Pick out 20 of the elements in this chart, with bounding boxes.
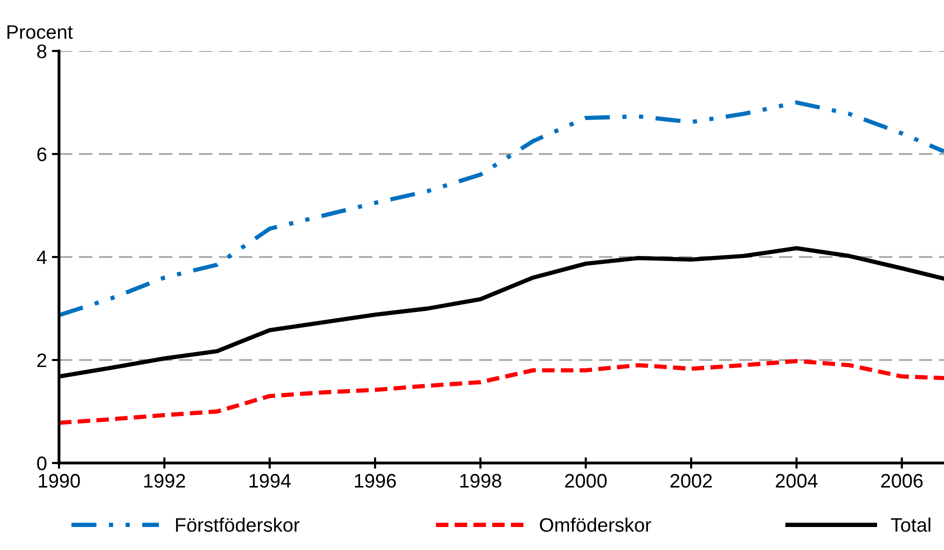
x-tick-label: 2002 bbox=[670, 474, 712, 488]
legend-label: Förstföderskor bbox=[176, 518, 300, 532]
legend-label: Total bbox=[890, 518, 930, 532]
y-axis-title: Procent bbox=[7, 25, 73, 39]
x-tick-label: 2006 bbox=[881, 474, 923, 488]
line-series bbox=[59, 358, 944, 425]
x-tick-label: 1996 bbox=[354, 474, 396, 488]
y-tick-label: 0 bbox=[37, 456, 46, 470]
y-tick-label: 2 bbox=[37, 353, 46, 368]
line-series bbox=[59, 100, 944, 318]
x-tick-label: 1994 bbox=[250, 474, 291, 488]
x-tick-label: 2004 bbox=[776, 474, 818, 488]
y-tick-label: 4 bbox=[36, 250, 47, 264]
x-tick-label: 1990 bbox=[38, 474, 80, 488]
y-tick-label: 6 bbox=[37, 147, 46, 162]
x-tick-label: 2000 bbox=[565, 474, 607, 488]
x-tick-label: 1992 bbox=[144, 474, 186, 488]
legend-label: Omföderskor bbox=[540, 518, 652, 532]
x-tick-label: 1998 bbox=[460, 474, 502, 488]
y-tick-label: 8 bbox=[37, 44, 46, 58]
